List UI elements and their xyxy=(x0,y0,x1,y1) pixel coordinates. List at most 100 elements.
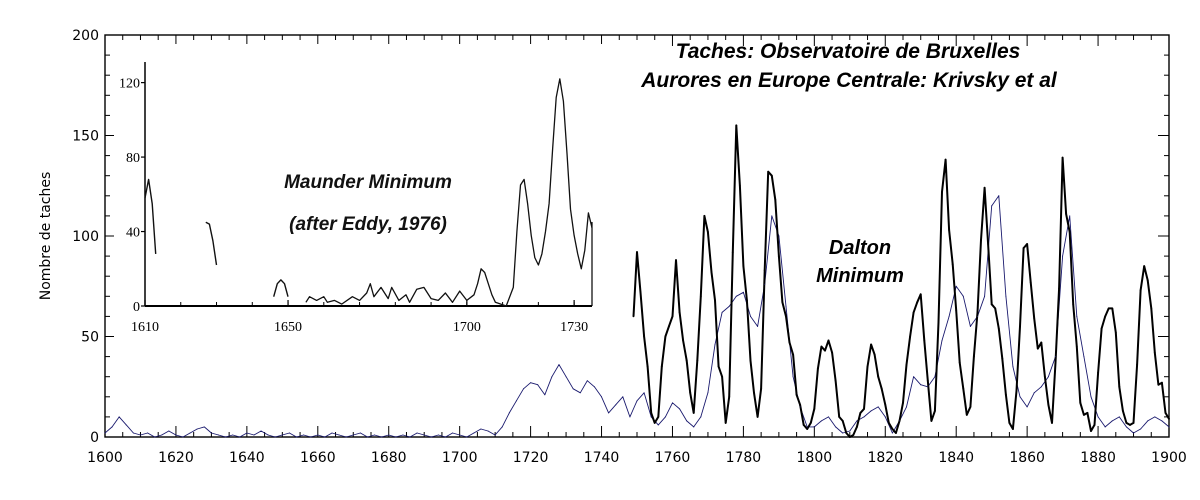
sunspot-point xyxy=(873,353,876,356)
aurora-point xyxy=(813,426,815,428)
aurora-point xyxy=(139,434,141,436)
aurora-point xyxy=(714,344,716,346)
source-annotation-line2: Aurores en Europe Centrale: Krivsky et a… xyxy=(640,69,1058,92)
aurora-point xyxy=(884,416,886,418)
sunspot-point xyxy=(632,315,635,318)
aurora-point xyxy=(366,436,368,438)
sunspot-point xyxy=(1019,325,1021,328)
sunspot-point xyxy=(788,341,791,344)
aurora-point xyxy=(586,380,588,382)
aurora-point xyxy=(764,283,766,285)
sunspot-point xyxy=(714,299,716,302)
sunspot-point xyxy=(1068,231,1071,233)
aurora-point xyxy=(246,432,248,434)
aurora-point xyxy=(210,432,212,434)
aurora-point xyxy=(1005,295,1007,297)
aurora-point xyxy=(274,436,276,438)
sunspot-point xyxy=(696,359,699,362)
sunspot-point xyxy=(973,355,975,358)
aurora-point xyxy=(856,420,858,422)
inset-x-tick-label: 1610 xyxy=(131,320,159,335)
aurora-point xyxy=(749,315,751,317)
aurora-point xyxy=(1090,396,1092,398)
x-tick-label: 1900 xyxy=(1151,450,1187,466)
sunspot-point xyxy=(990,303,993,306)
sunspot-point xyxy=(997,327,1000,330)
sunspot-point xyxy=(717,365,720,368)
sunspot-point xyxy=(916,301,919,304)
aurora-point xyxy=(792,376,794,378)
aurora-point xyxy=(111,426,113,428)
sunspot-point xyxy=(738,184,741,187)
sunspot-point xyxy=(816,367,819,370)
x-tick-label: 1860 xyxy=(1009,450,1045,466)
aurora-point xyxy=(232,434,234,436)
sunspot-point xyxy=(902,401,904,404)
aurora-point xyxy=(359,432,361,434)
x-tick-label: 1640 xyxy=(229,450,265,466)
dalton-annotation-line2: Minimum xyxy=(816,265,904,287)
aurora-point xyxy=(891,432,893,434)
sunspot-point xyxy=(1029,281,1032,284)
aurora-point xyxy=(842,432,844,434)
sunspot-point xyxy=(1065,212,1068,215)
aurora-point xyxy=(572,388,574,390)
sunspot-point xyxy=(987,243,990,245)
sunspot-point xyxy=(1161,381,1163,384)
inset-y-tick-labels: 0 40 80 120 xyxy=(119,77,140,315)
sunspot-point xyxy=(756,416,759,418)
aurora-point xyxy=(622,396,624,398)
sunspot-point xyxy=(1012,428,1014,430)
aurora-point xyxy=(601,396,603,398)
sunspot-point xyxy=(1047,403,1050,406)
sunspot-point xyxy=(636,251,638,253)
sunspot-point xyxy=(806,428,809,430)
aurora-point xyxy=(913,376,915,378)
inset-series xyxy=(144,78,593,307)
aurora-point xyxy=(296,436,298,438)
aurora-point xyxy=(565,376,567,378)
sunspot-point xyxy=(884,403,887,406)
aurora-point xyxy=(948,315,950,317)
sunspot-point xyxy=(1097,371,1099,374)
aurora-point xyxy=(1140,428,1142,430)
sunspot-point xyxy=(1136,363,1138,366)
sunspot-point xyxy=(848,436,851,438)
inset-series-line xyxy=(205,221,218,266)
sunspot-point xyxy=(1036,347,1039,350)
sunspot-point xyxy=(657,416,660,418)
inset-x-tick-labels: 1610 1650 1700 1730 xyxy=(131,320,588,335)
aurora-point xyxy=(423,434,425,436)
aurora-point xyxy=(217,434,219,436)
sunspot-point xyxy=(905,363,908,366)
sunspot-point xyxy=(1139,289,1142,292)
aurora-point xyxy=(154,436,156,438)
sunspot-point xyxy=(1033,317,1036,320)
y-tick-labels: 0 50 100 150 200 xyxy=(72,28,99,446)
sunspot-point xyxy=(1008,422,1011,424)
sunspot-point xyxy=(770,174,773,177)
aurora-point xyxy=(700,416,702,418)
x-tick-label: 1620 xyxy=(158,450,194,466)
aurora-point xyxy=(927,386,929,388)
sunspot-point xyxy=(880,387,883,390)
sunspot-point xyxy=(1082,413,1085,416)
sunspot-point xyxy=(923,339,926,342)
x-tick-label: 1840 xyxy=(938,450,974,466)
aurora-point xyxy=(1168,426,1170,428)
x-tick-label: 1760 xyxy=(655,450,691,466)
aurora-point xyxy=(643,392,645,394)
aurora-point xyxy=(1026,406,1028,408)
aurora-point xyxy=(189,432,191,434)
x-tick-label: 1880 xyxy=(1080,450,1116,466)
aurora-point xyxy=(310,436,312,438)
x-tick-label: 1820 xyxy=(867,450,903,466)
aurora-point xyxy=(686,420,688,422)
aurora-point xyxy=(898,420,900,422)
sunspot-point xyxy=(855,426,858,428)
sunspot-point xyxy=(962,387,965,390)
sunspot-point xyxy=(1104,315,1107,318)
sunspot-point xyxy=(742,265,745,268)
aurora-point xyxy=(870,410,872,412)
sunspot-point xyxy=(753,391,755,394)
